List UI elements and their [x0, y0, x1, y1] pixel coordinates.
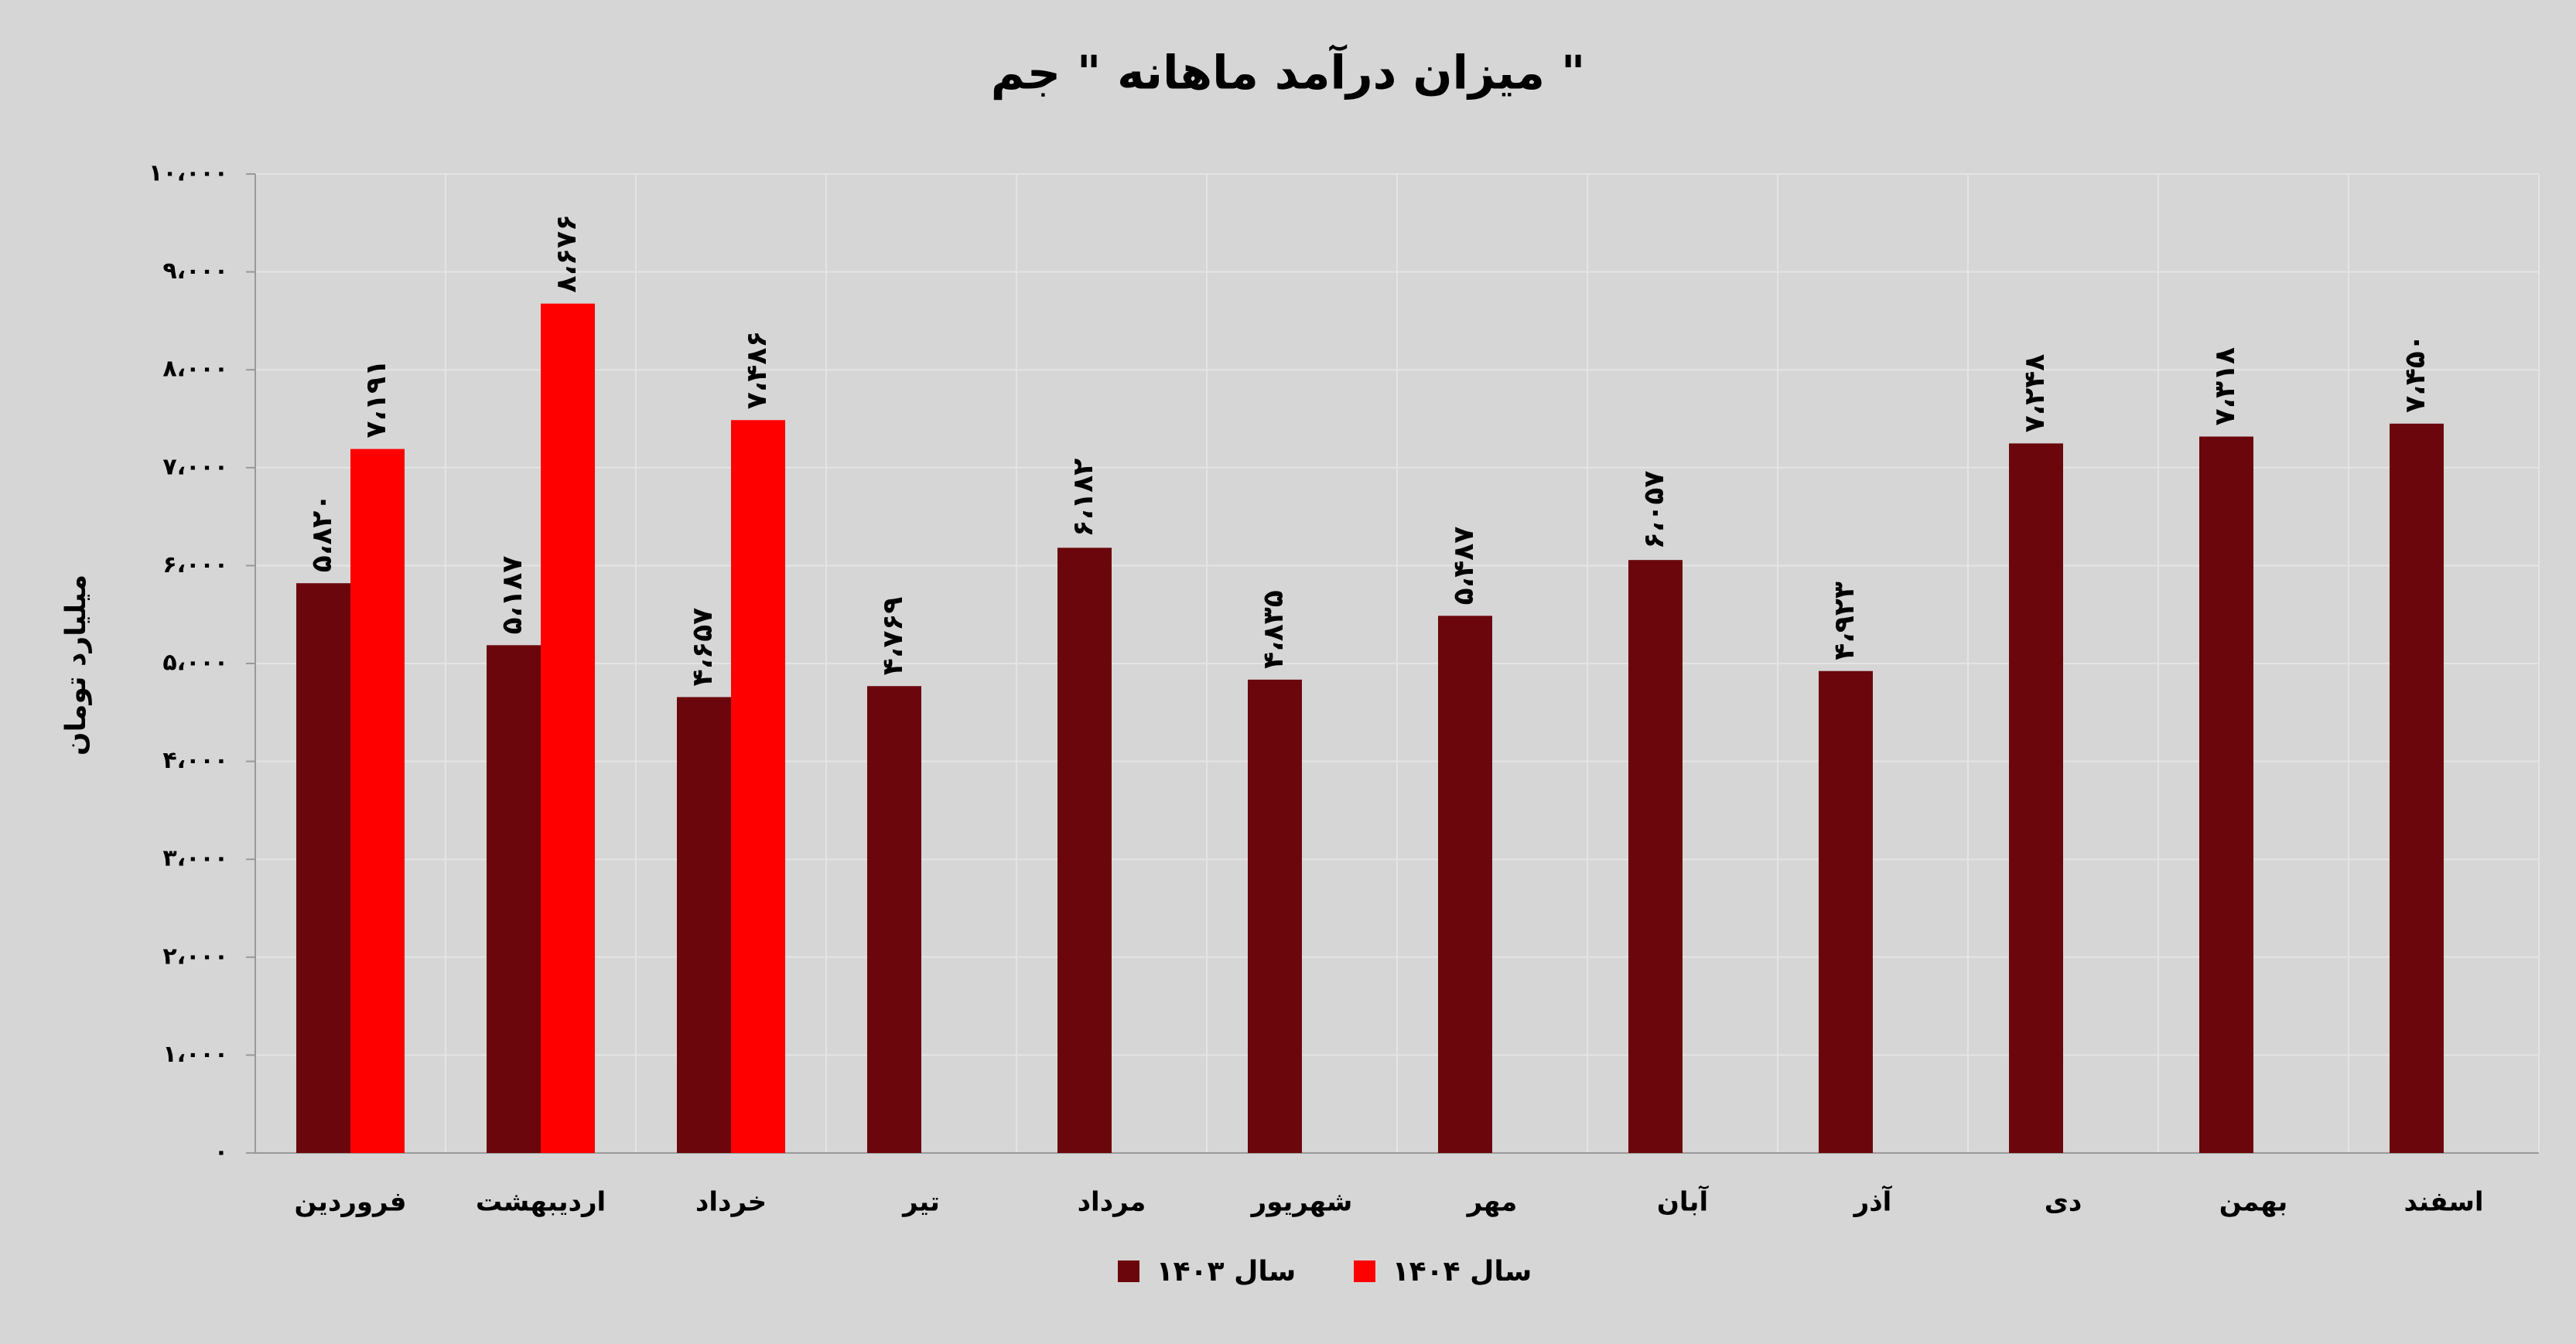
bar — [1438, 616, 1492, 1153]
y-tick-label: ۹،۰۰۰ — [162, 258, 228, 285]
x-tick-label: مهر — [1466, 1187, 1518, 1218]
x-tick-label: اردیبهشت — [476, 1187, 606, 1218]
x-tick-label: آبان — [1657, 1185, 1710, 1218]
x-tick-label: تیر — [901, 1187, 940, 1218]
value-label: ۷،۴۸۶ — [741, 331, 773, 410]
y-axis-label: میلیارد تومان — [60, 575, 92, 756]
value-label: ۵،۸۲۰ — [306, 494, 338, 573]
legend-swatch — [1118, 1260, 1139, 1282]
x-tick-label: خرداد — [695, 1187, 767, 1218]
value-label: ۷،۲۴۸ — [2019, 354, 2051, 433]
x-tick-label: آذر — [1853, 1185, 1893, 1218]
value-label: ۴،۸۳۵ — [1258, 590, 1290, 669]
legend-label: سال ۱۴۰۴ — [1392, 1256, 1532, 1288]
value-label: ۷،۱۹۱ — [360, 360, 392, 438]
bar — [2199, 436, 2253, 1153]
y-tick-label: ۱۰،۰۰۰ — [149, 160, 228, 187]
value-label: ۴،۹۲۳ — [1829, 582, 1860, 660]
value-label: ۷،۳۱۸ — [2209, 347, 2241, 426]
y-tick-label: ۴،۰۰۰ — [162, 747, 228, 774]
legend-swatch — [1354, 1260, 1375, 1282]
bar — [867, 686, 921, 1153]
y-tick-label: ۱،۰۰۰ — [162, 1041, 228, 1068]
legend-label: سال ۱۴۰۳ — [1156, 1256, 1297, 1288]
value-label: ۷،۴۵۰ — [2400, 334, 2431, 413]
bar — [1819, 670, 1873, 1153]
bar — [2009, 443, 2063, 1153]
bar — [1057, 547, 1112, 1153]
x-tick-label: اسفند — [2403, 1187, 2483, 1218]
y-tick-label: ۵،۰۰۰ — [162, 650, 228, 677]
value-label: ۴،۶۵۷ — [687, 608, 719, 687]
value-label: ۵،۴۸۷ — [1448, 527, 1480, 605]
y-tick-label: ۶،۰۰۰ — [162, 551, 228, 578]
value-label: ۶،۱۸۲ — [1068, 459, 1099, 537]
y-tick-label: ۳،۰۰۰ — [162, 845, 228, 872]
x-tick-label: دی — [2045, 1187, 2082, 1218]
chart-title: میزان درآمد ماهانه " جم " — [991, 44, 1585, 101]
bar — [1248, 679, 1302, 1153]
value-label: ۶،۰۵۷ — [1638, 471, 1670, 550]
bar — [1628, 560, 1683, 1153]
x-tick-label: مرداد — [1078, 1187, 1146, 1218]
bar — [541, 303, 595, 1153]
y-tick-label: ۲،۰۰۰ — [162, 943, 228, 970]
x-tick-label: بهمن — [2219, 1187, 2288, 1218]
x-tick-label: شهریور — [1250, 1187, 1353, 1218]
y-tick-label: ۰ — [214, 1139, 228, 1166]
value-label: ۴،۷۶۹ — [877, 597, 909, 676]
y-tick-label: ۷،۰۰۰ — [162, 453, 228, 480]
y-tick-label: ۸،۰۰۰ — [162, 356, 228, 383]
bar — [677, 697, 731, 1153]
bar — [731, 420, 785, 1153]
bar — [2390, 423, 2444, 1153]
bar — [296, 583, 350, 1153]
x-tick-label: فروردین — [295, 1187, 407, 1218]
value-label: ۵،۱۸۷ — [497, 556, 528, 635]
bar — [487, 645, 541, 1153]
bar — [350, 449, 405, 1153]
value-label: ۸،۶۷۶ — [551, 214, 583, 293]
